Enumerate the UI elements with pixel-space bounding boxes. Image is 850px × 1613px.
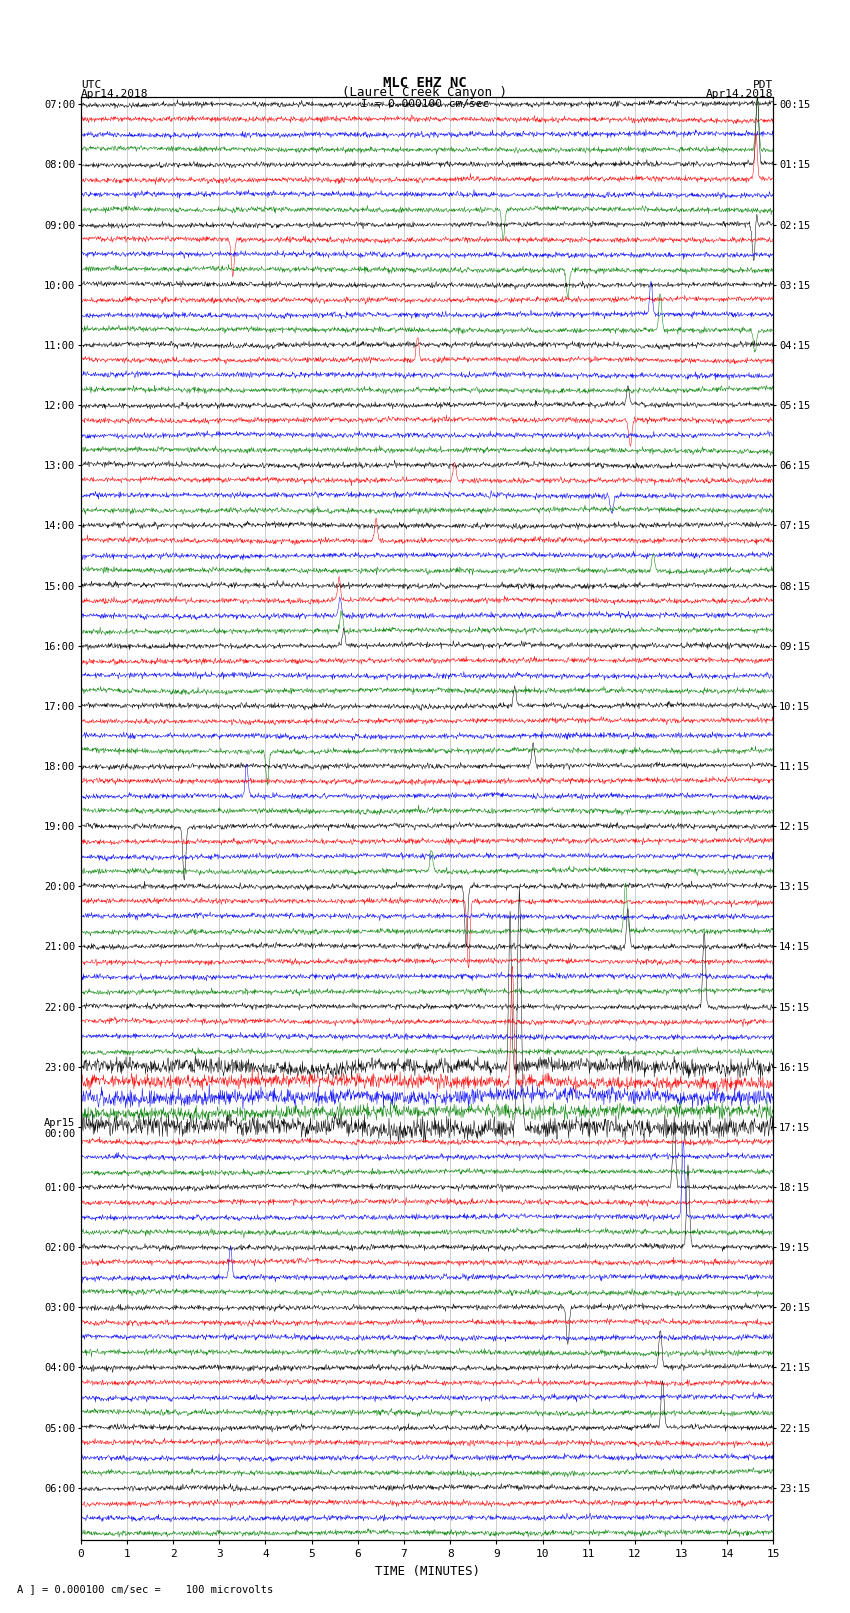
Text: (Laurel Creek Canyon ): (Laurel Creek Canyon )	[343, 85, 507, 100]
Text: A ] = 0.000100 cm/sec =    100 microvolts: A ] = 0.000100 cm/sec = 100 microvolts	[17, 1584, 273, 1594]
Text: Apr14,2018: Apr14,2018	[81, 89, 148, 100]
Text: I = 0.000100 cm/sec: I = 0.000100 cm/sec	[361, 98, 489, 110]
Text: MLC EHZ NC: MLC EHZ NC	[383, 76, 467, 90]
Text: PDT: PDT	[753, 79, 774, 90]
X-axis label: TIME (MINUTES): TIME (MINUTES)	[375, 1565, 479, 1578]
Text: UTC: UTC	[81, 79, 101, 90]
Text: Apr14,2018: Apr14,2018	[706, 89, 774, 100]
